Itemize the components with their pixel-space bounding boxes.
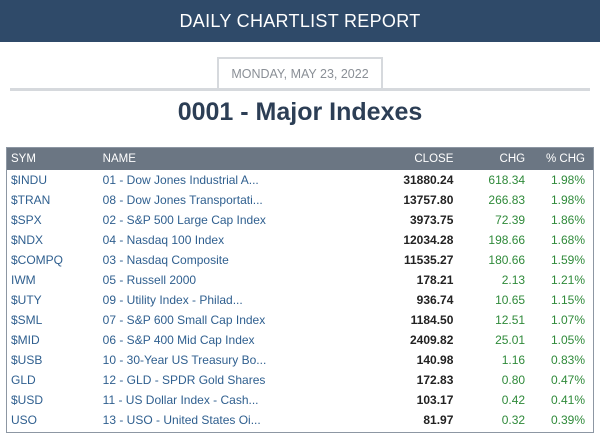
- column-header-pct-chg[interactable]: % CHG: [546, 153, 585, 165]
- chartlist-table: SYM NAME CLOSE CHG % CHG $INDU 01 - Dow J…: [6, 147, 594, 433]
- close-value: 31880.24: [403, 173, 454, 187]
- name-link[interactable]: 04 - Nasdaq 100 Index: [102, 233, 225, 247]
- report-header-bar: DAILY CHARTLIST REPORT: [0, 0, 600, 42]
- symbol-link[interactable]: $COMPQ: [11, 253, 64, 267]
- symbol-link[interactable]: $UTY: [11, 293, 42, 307]
- close-value: 103.17: [416, 393, 454, 407]
- table-row[interactable]: IWM 05 - Russell 2000 178.21 2.13 1.21%: [7, 270, 593, 290]
- percent-change-value: 1.21%: [550, 273, 585, 287]
- percent-change-value: 1.07%: [550, 313, 585, 327]
- table-row[interactable]: $INDU 01 - Dow Jones Industrial A... 31880…: [7, 170, 593, 190]
- percent-change-value: 0.83%: [550, 353, 585, 367]
- symbol-link[interactable]: $SML: [11, 313, 43, 327]
- name-link[interactable]: 09 - Utility Index - Philad...: [102, 293, 243, 307]
- name-link[interactable]: 11 - US Dollar Index - Cash...: [102, 393, 259, 407]
- close-value: 11535.27: [403, 253, 454, 267]
- close-value: 81.97: [423, 413, 454, 427]
- change-value: 25.01: [495, 333, 526, 347]
- close-value: 2409.82: [409, 333, 454, 347]
- close-value: 3973.75: [409, 213, 454, 227]
- change-value: 180.66: [488, 253, 526, 267]
- table-row[interactable]: USO 13 - USO - United States Oi... 81.97 0.…: [7, 410, 593, 430]
- percent-change-value: 1.59%: [550, 253, 585, 267]
- symbol-link[interactable]: $MID: [11, 333, 40, 347]
- change-value: 12.51: [495, 313, 526, 327]
- change-value: 10.65: [495, 293, 526, 307]
- name-link[interactable]: 01 - Dow Jones Industrial A...: [102, 173, 259, 187]
- change-value: 0.42: [501, 393, 526, 407]
- percent-change-value: 0.47%: [550, 373, 585, 387]
- column-header-name[interactable]: NAME: [102, 153, 136, 165]
- change-value: 2.13: [501, 273, 526, 287]
- close-value: 140.98: [416, 353, 454, 367]
- symbol-link[interactable]: IWM: [11, 273, 36, 287]
- table-row[interactable]: $MID 06 - S&P 400 Mid Cap Index 2409.82 25.…: [7, 330, 593, 350]
- table-row[interactable]: $COMPQ 03 - Nasdaq Composite 11535.27 180.6…: [7, 250, 593, 270]
- close-value: 12034.28: [403, 233, 454, 247]
- percent-change-value: 1.15%: [550, 293, 585, 307]
- symbol-link[interactable]: USO: [11, 413, 38, 427]
- close-value: 178.21: [416, 273, 454, 287]
- close-value: 936.74: [416, 293, 454, 307]
- table-row[interactable]: $NDX 04 - Nasdaq 100 Index 12034.28 198.66 1…: [7, 230, 593, 250]
- name-link[interactable]: 06 - S&P 400 Mid Cap Index: [102, 333, 255, 347]
- name-link[interactable]: 13 - USO - United States Oi...: [102, 413, 261, 427]
- change-value: 198.66: [488, 233, 526, 247]
- table-row[interactable]: $SML 07 - S&P 600 Small Cap Index 1184.50 1…: [7, 310, 593, 330]
- symbol-link[interactable]: $SPX: [11, 213, 42, 227]
- table-row[interactable]: $USD 11 - US Dollar Index - Cash... 103.17…: [7, 390, 593, 410]
- name-link[interactable]: 12 - GLD - SPDR Gold Shares: [102, 373, 266, 387]
- date-divider: [10, 88, 590, 91]
- percent-change-value: 1.68%: [550, 233, 585, 247]
- table-row[interactable]: $SPX 02 - S&P 500 Large Cap Index 3973.75 7…: [7, 210, 593, 230]
- name-link[interactable]: 10 - 30-Year US Treasury Bo...: [102, 353, 267, 367]
- column-header-sym[interactable]: SYM: [11, 153, 36, 165]
- name-link[interactable]: 03 - Nasdaq Composite: [102, 253, 229, 267]
- percent-change-value: 1.05%: [550, 333, 585, 347]
- symbol-link[interactable]: GLD: [11, 373, 36, 387]
- percent-change-value: 0.39%: [550, 413, 585, 427]
- symbol-link[interactable]: $USD: [11, 393, 44, 407]
- column-header-chg[interactable]: CHG: [499, 153, 526, 165]
- change-value: 618.34: [488, 173, 526, 187]
- chartlist-title: 0001 - Major Indexes: [177, 98, 423, 126]
- symbol-link[interactable]: $TRAN: [11, 193, 51, 207]
- symbol-link[interactable]: $NDX: [11, 233, 44, 247]
- percent-change-value: 1.86%: [550, 213, 585, 227]
- close-value: 1184.50: [410, 313, 454, 327]
- table-row[interactable]: $TRAN 08 - Dow Jones Transportati... 13757…: [7, 190, 593, 210]
- percent-change-value: 1.98%: [550, 173, 585, 187]
- percent-change-value: 0.41%: [550, 393, 585, 407]
- name-link[interactable]: 02 - S&P 500 Large Cap Index: [102, 213, 266, 227]
- name-link[interactable]: 07 - S&P 600 Small Cap Index: [102, 313, 266, 327]
- change-value: 72.39: [495, 213, 526, 227]
- table-row[interactable]: $UTY 09 - Utility Index - Philad... 936.74…: [7, 290, 593, 310]
- symbol-link[interactable]: $INDU: [11, 173, 48, 187]
- change-value: 1.16: [501, 353, 526, 367]
- name-link[interactable]: 08 - Dow Jones Transportati...: [102, 193, 263, 207]
- table-row[interactable]: $USB 10 - 30-Year US Treasury Bo... 140.98…: [7, 350, 593, 370]
- symbol-link[interactable]: $USB: [11, 353, 43, 367]
- report-date: MONDAY, MAY 23, 2022: [217, 57, 383, 89]
- change-value: 266.83: [488, 193, 526, 207]
- close-value: 13757.80: [403, 193, 454, 207]
- percent-change-value: 1.98%: [550, 193, 585, 207]
- table-row[interactable]: GLD 12 - GLD - SPDR Gold Shares 172.83 0.80…: [7, 370, 593, 390]
- report-header-title: DAILY CHARTLIST REPORT: [179, 10, 421, 31]
- change-value: 0.32: [501, 413, 526, 427]
- change-value: 0.80: [501, 373, 526, 387]
- table-header-row: SYM NAME CLOSE CHG % CHG: [7, 148, 593, 170]
- name-link[interactable]: 05 - Russell 2000: [102, 273, 197, 287]
- close-value: 172.83: [416, 373, 454, 387]
- column-header-close[interactable]: CLOSE: [414, 153, 454, 165]
